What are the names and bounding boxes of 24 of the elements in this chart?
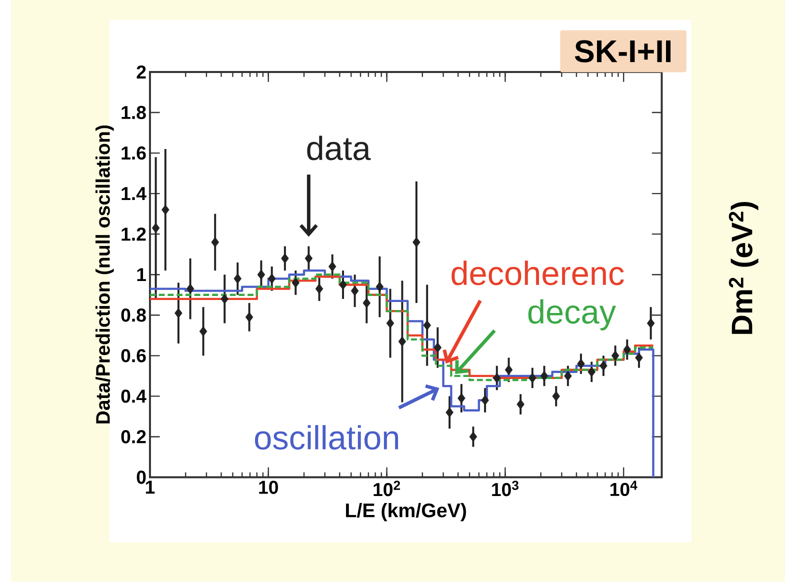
text: data [307, 136, 371, 160]
x-tick-label: 10$^{2}$ [374, 480, 400, 496]
y-tick-label: 1 [137, 268, 146, 282]
y-axis-title: Data/Prediction (null oscillation) [95, 126, 114, 424]
y-tick-label: 0.6 [121, 349, 146, 362]
y-tick-label: 0.2 [121, 430, 146, 444]
x-tick-label: 10$^{4}$ [610, 480, 638, 496]
y-tick-label: 0.8 [121, 308, 146, 322]
series-label: decoherenc [452, 260, 624, 286]
x-axis-title: L/E (km/GeV) [346, 503, 466, 522]
y-tick-label: 2 [136, 66, 146, 79]
y-tick-label: 0 [136, 470, 146, 484]
y2-axis-title: Dm$^{2}$ (eV$^{2}$) [728, 202, 758, 334]
series-label: oscillation [254, 425, 398, 450]
y-tick-label: 0.4 [121, 390, 146, 403]
y-tick-label: 1.6 [122, 146, 146, 160]
y-tick-label: 1.2 [122, 228, 146, 241]
x-tick-label: 1 [146, 480, 155, 494]
chart-title: SK-I+II [574, 40, 671, 63]
y-tick-label: 1.4 [122, 187, 146, 200]
series-label: decay [528, 299, 616, 330]
y-tick-label: 1.8 [122, 106, 146, 120]
x-tick-label: 10$^{3}$ [492, 480, 518, 496]
x-tick-label: 10 [259, 480, 278, 494]
